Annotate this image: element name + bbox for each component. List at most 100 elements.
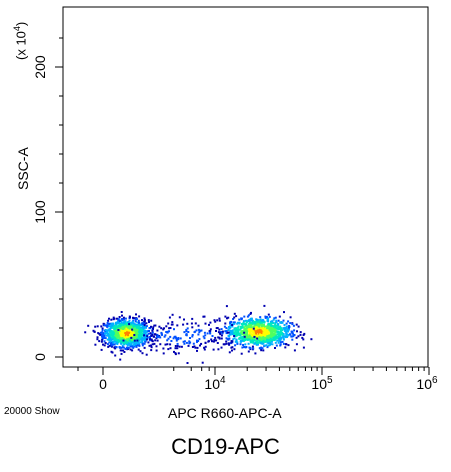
data-point [136,339,139,342]
data-point [126,326,129,329]
data-point [282,338,285,341]
data-point [260,325,263,328]
data-point [204,341,207,344]
data-point [252,331,255,334]
data-point [149,327,152,330]
data-point [147,341,150,344]
data-point [248,319,251,322]
y-axis-label: SSC-A [15,147,31,190]
data-point [121,314,123,317]
data-point [135,313,137,316]
data-point [257,320,260,322]
data-point [110,339,113,341]
data-point [225,332,228,335]
data-point [231,324,234,326]
data-point [251,335,254,338]
data-point [148,321,150,323]
data-point [117,318,120,321]
data-point [264,316,267,319]
data-point [268,328,271,331]
data-point [272,318,275,321]
data-point [122,322,125,325]
data-point [102,334,105,337]
data-point [135,345,138,348]
data-point [115,346,118,349]
data-point [175,338,178,340]
data-point [170,340,173,342]
data-point [132,335,135,338]
data-point [183,331,186,334]
data-point [115,327,118,330]
data-point [213,339,216,341]
data-point [267,344,270,347]
data-point [221,331,224,334]
data-point [141,336,144,339]
data-point [224,315,227,318]
data-point [128,315,131,318]
data-point [122,316,125,319]
data-point [122,334,125,337]
data-point [115,322,117,325]
data-point [125,347,128,350]
data-point [136,324,138,327]
data-point [131,328,134,331]
data-point [186,327,189,330]
data-point [290,335,293,338]
data-point [243,337,246,340]
data-point [240,327,243,329]
data-point [147,332,150,335]
data-point [138,342,140,345]
data-point [139,324,142,327]
data-point [151,340,154,343]
data-point [115,333,118,336]
data-point [127,329,130,332]
data-point [123,334,126,337]
data-point [225,305,228,308]
data-point [113,317,116,320]
data-point [203,346,206,349]
data-point [141,339,144,342]
data-point [299,331,302,334]
data-point [252,327,255,330]
data-point [117,325,120,328]
data-point [146,336,149,339]
data-point [260,319,263,322]
data-point [264,340,267,343]
x-tick-label: 0 [99,376,107,392]
data-point [139,335,141,338]
data-point [169,347,172,350]
data-point [267,342,270,345]
data-point [224,330,227,333]
data-point [247,328,250,331]
data-point [124,317,127,320]
data-point [118,346,121,349]
y-axis: 0 100 200 [32,37,63,361]
data-point [125,346,128,349]
data-point [280,328,282,331]
data-point [234,344,237,347]
data-point [259,338,262,341]
data-point [131,332,134,335]
data-point [121,339,123,342]
data-point [111,351,114,354]
data-point [253,322,256,325]
data-point [228,335,231,338]
data-point [278,328,281,331]
data-point [269,323,271,326]
data-point [128,323,131,326]
data-point [105,330,108,333]
data-point [261,334,264,337]
data-point [121,331,124,334]
data-point [123,343,126,346]
data-point [134,318,137,321]
data-point [250,330,253,332]
data-point [98,332,101,335]
data-point [185,334,188,337]
data-point [94,343,97,346]
data-point [121,318,124,320]
data-point [159,336,162,339]
data-point [232,321,235,324]
data-point [105,334,108,337]
data-point [169,335,172,338]
data-point [174,353,177,356]
